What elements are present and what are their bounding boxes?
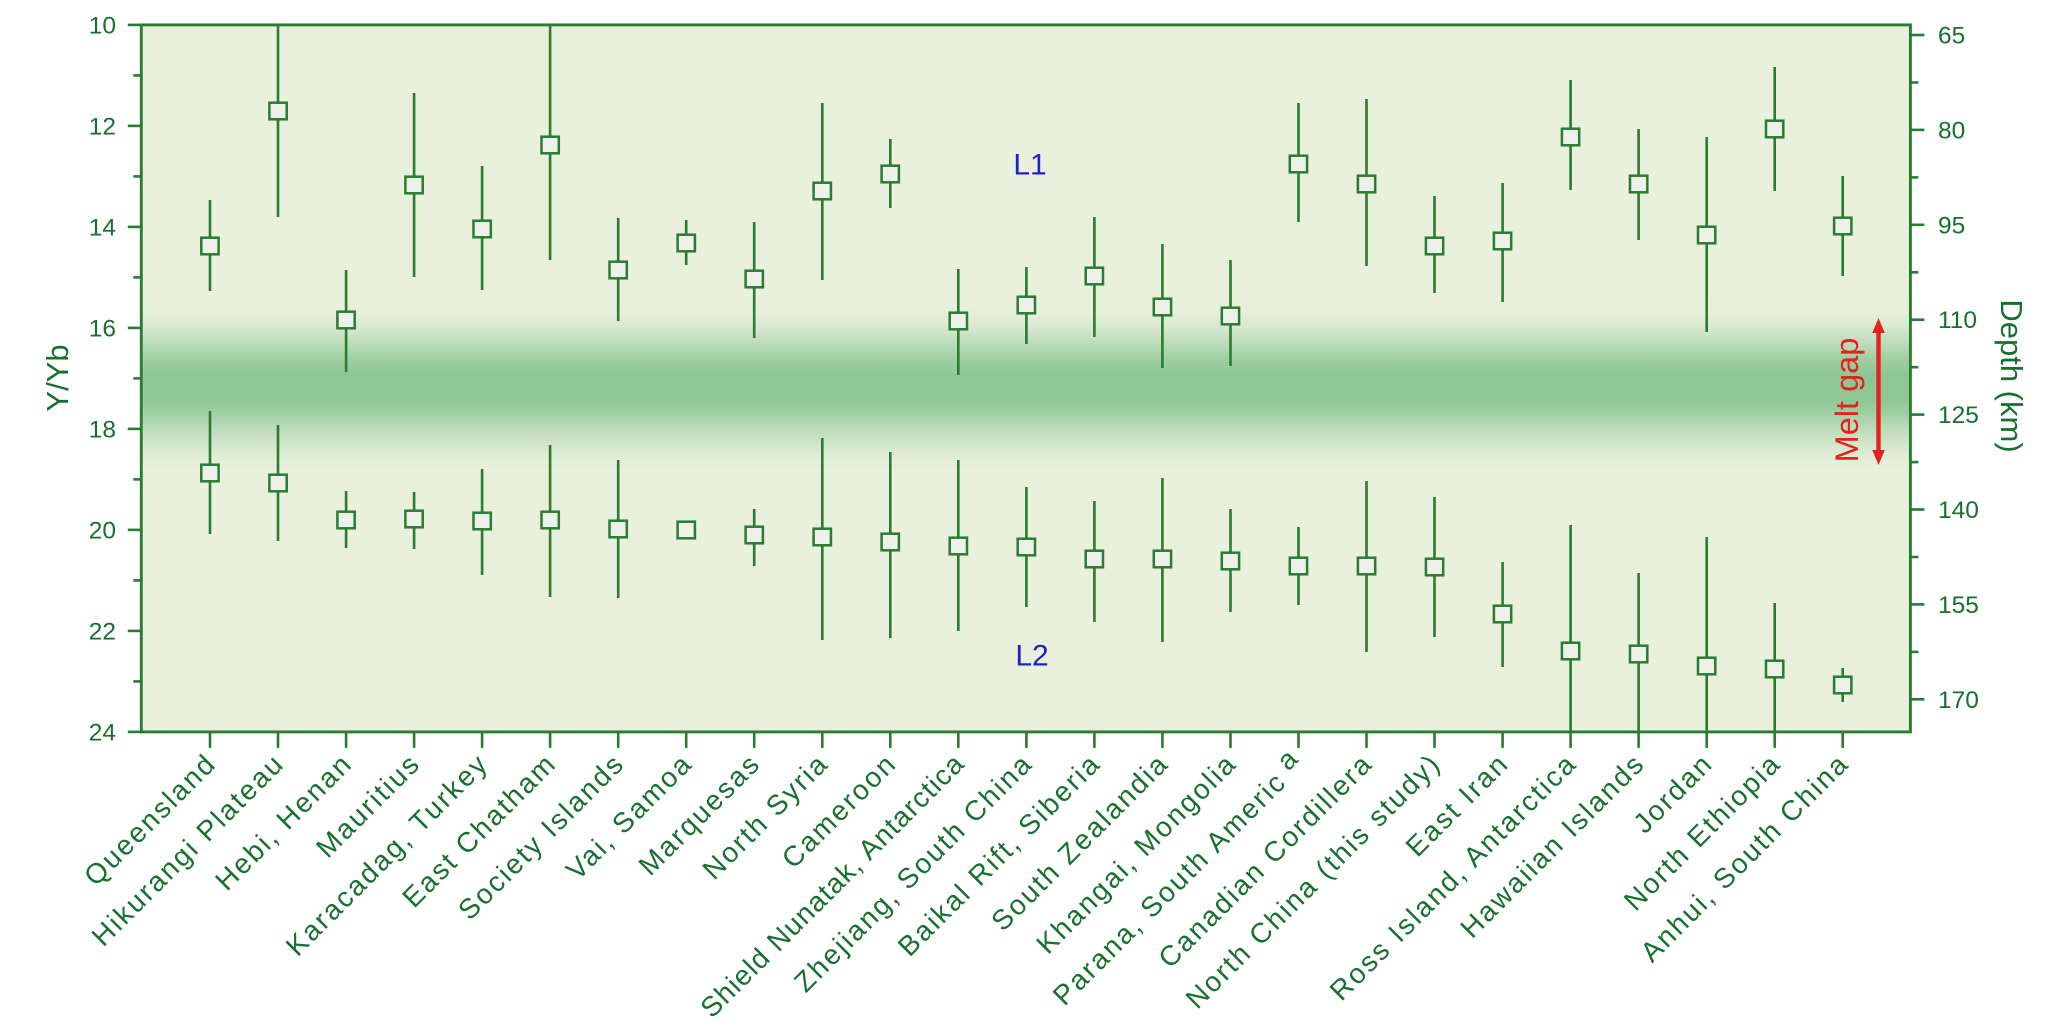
svg-text:18: 18 (89, 416, 116, 443)
svg-text:65: 65 (1938, 23, 1965, 50)
svg-text:12: 12 (89, 113, 116, 140)
svg-text:125: 125 (1938, 402, 1979, 429)
svg-text:22: 22 (89, 618, 116, 645)
svg-text:L1: L1 (1013, 149, 1046, 182)
svg-text:155: 155 (1938, 592, 1979, 619)
svg-text:10: 10 (89, 12, 116, 39)
svg-text:Melt gap: Melt gap (1829, 338, 1865, 463)
svg-text:140: 140 (1938, 497, 1979, 524)
svg-text:14: 14 (89, 214, 116, 241)
svg-text:16: 16 (89, 315, 116, 342)
svg-text:95: 95 (1938, 212, 1965, 239)
svg-text:24: 24 (89, 719, 116, 746)
svg-text:170: 170 (1938, 687, 1979, 714)
svg-text:80: 80 (1938, 117, 1965, 144)
svg-text:110: 110 (1938, 307, 1977, 334)
svg-text:Y/Yb: Y/Yb (40, 344, 75, 411)
svg-text:L2: L2 (1015, 640, 1048, 673)
svg-text:20: 20 (89, 517, 116, 544)
svg-text:Depth (km): Depth (km) (1994, 299, 2029, 452)
